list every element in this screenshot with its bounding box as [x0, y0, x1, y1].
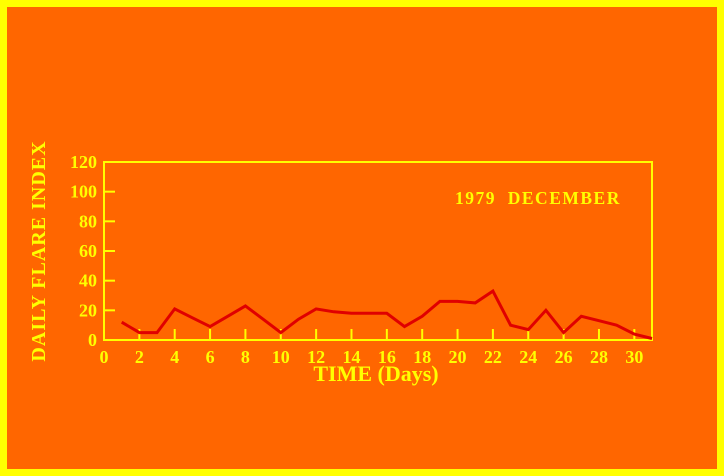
- data-series: [120, 288, 653, 340]
- x-axis-tick-label: 14: [342, 347, 360, 367]
- y-axis-tick-label: 80: [79, 211, 97, 231]
- y-axis-tick-label: 120: [70, 152, 97, 172]
- annotation-1979-december: 1979 DECEMBER: [455, 188, 621, 208]
- x-axis-tick-label: 18: [413, 347, 431, 367]
- y-axis-tick-label: 0: [88, 330, 97, 350]
- y-axis-ticks: [105, 161, 115, 341]
- flare-index-line: [120, 288, 653, 340]
- x-axis-tick-label: 30: [625, 347, 643, 367]
- x-axis-tick-label: 24: [519, 347, 537, 367]
- x-axis-tick-label: 12: [307, 347, 325, 367]
- x-axis-tick-label: 16: [378, 347, 396, 367]
- y-axis-title: DAILY FLARE INDEX: [28, 140, 50, 361]
- y-axis-tick-labels: 0 20 40 60 80 100 120: [70, 152, 97, 350]
- y-axis-tick-label: 40: [79, 271, 97, 291]
- x-axis-tick-label: 6: [206, 347, 215, 367]
- y-axis-tick-label: 20: [79, 300, 97, 320]
- x-axis-title: TIME (Days): [313, 361, 438, 386]
- x-axis-tick-labels: 0 2 4 6 8 10 12 14 16 18 20 22 24 26 28 30: [100, 347, 644, 367]
- x-axis-tick-label: 0: [100, 347, 109, 367]
- x-axis-tick-label: 8: [241, 347, 250, 367]
- x-axis-tick-label: 28: [590, 347, 608, 367]
- y-axis-tick-label: 100: [70, 182, 97, 202]
- plot-frame: [103, 161, 653, 341]
- x-axis-tick-label: 10: [272, 347, 290, 367]
- y-axis-tick-label: 60: [79, 241, 97, 261]
- x-axis-tick-label: 2: [135, 347, 144, 367]
- x-axis-tick-label: 20: [449, 347, 467, 367]
- x-axis-tick-label: 4: [170, 347, 179, 367]
- x-axis-tick-label: 26: [555, 347, 573, 367]
- x-axis-tick-label: 22: [484, 347, 502, 367]
